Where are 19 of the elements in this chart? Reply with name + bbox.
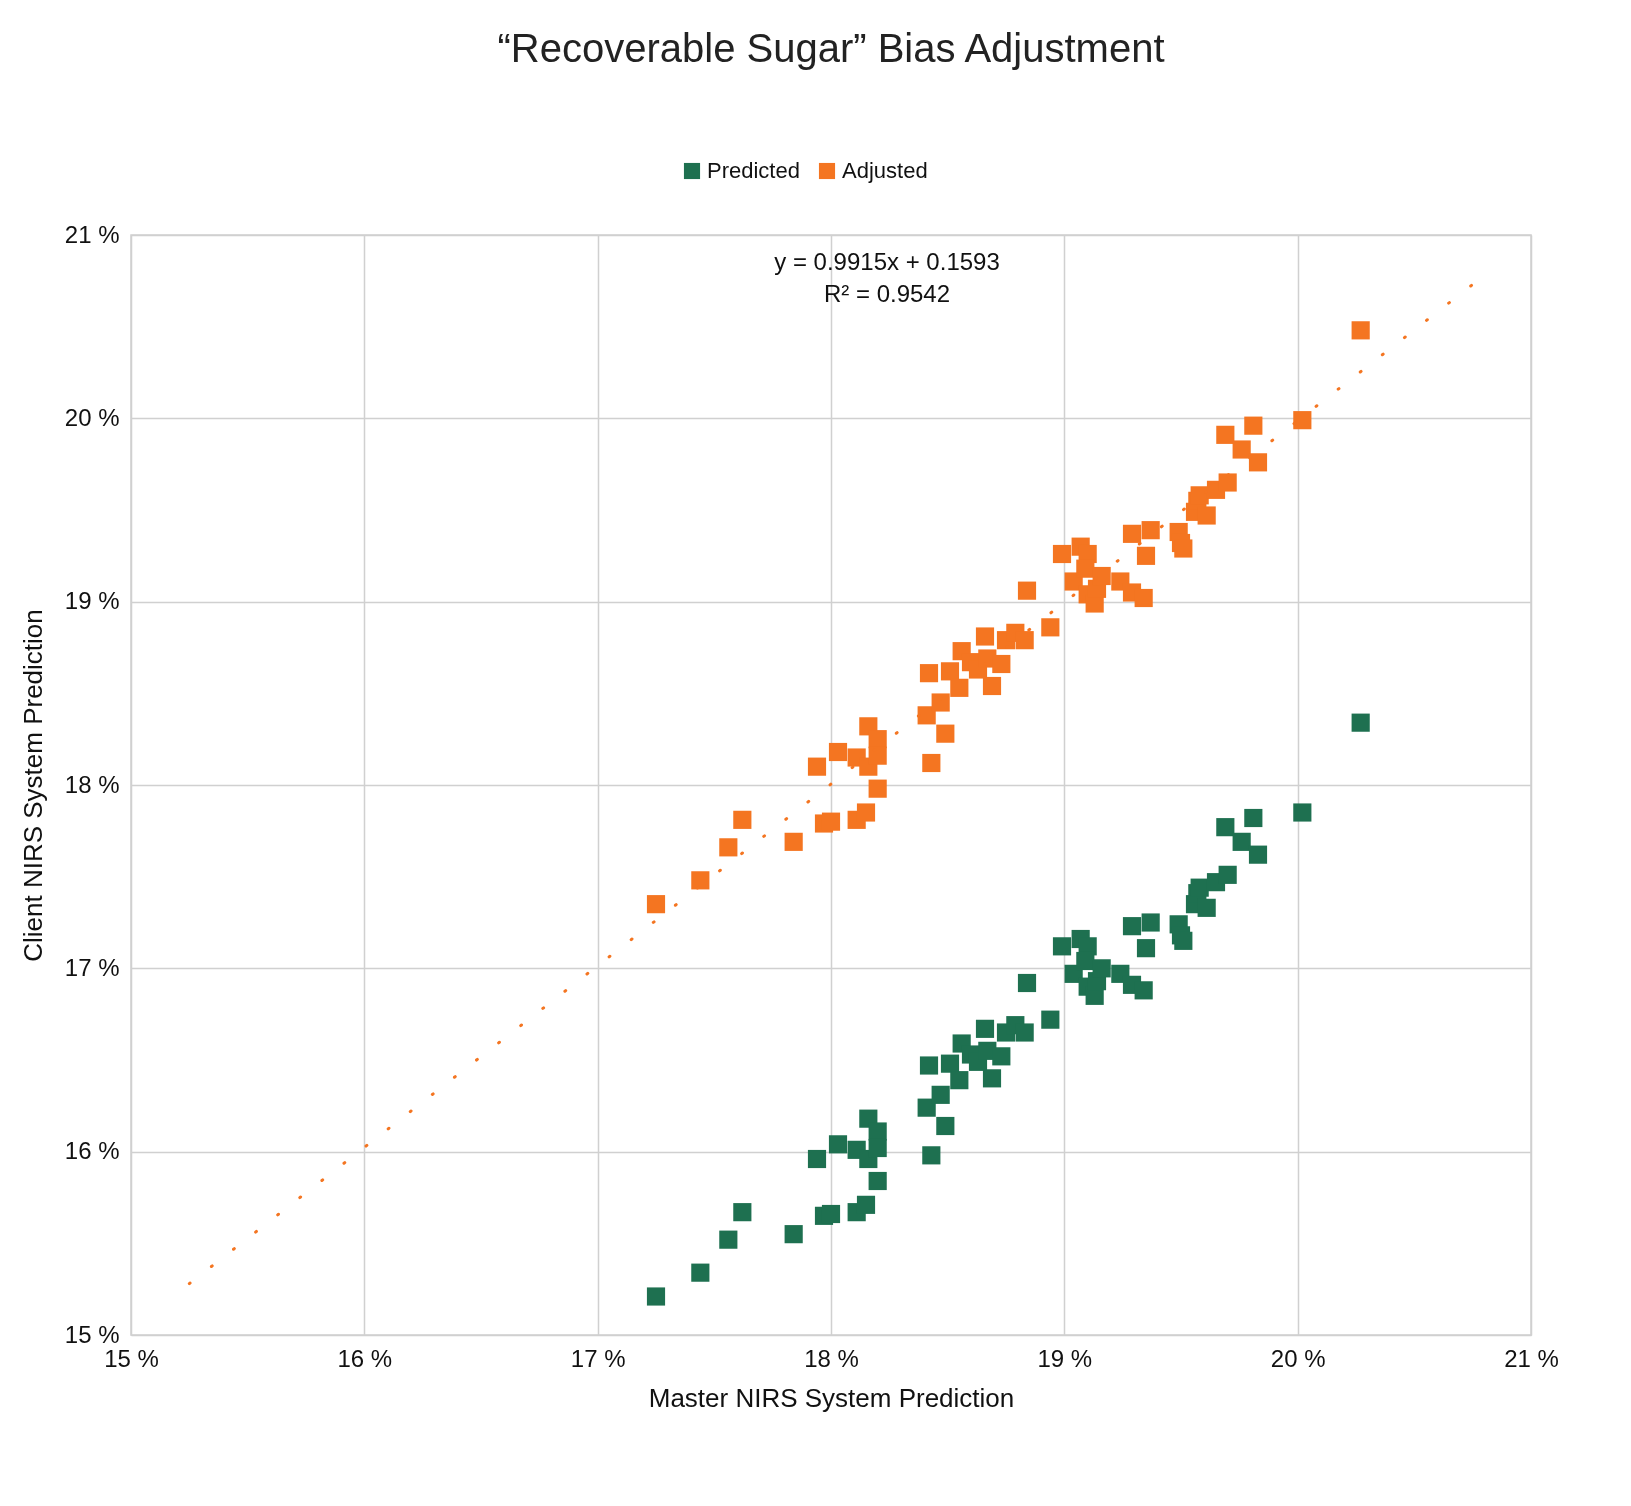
x-tick-label: 20 % [1270,1344,1326,1372]
x-tick-label: 18 % [804,1344,859,1372]
y-tick-label: 21 % [64,220,120,248]
x-tick-label: 19 % [1037,1344,1093,1372]
chart-title: “Recoverable Sugar” Bias Adjustment [497,26,1165,70]
x-tick-label: 21 % [1504,1344,1559,1372]
y-tick-label: 19 % [64,587,120,615]
y-tick-label: 17 % [64,953,120,981]
x-axis-title: Master NIRS System Prediction [648,1382,1015,1413]
legend-label: Adjusted [842,158,928,183]
x-tick-label: 17 % [570,1344,626,1372]
annotation: y = 0.9915x + 0.1593 [774,248,1000,275]
y-tick-label: 20 % [64,403,120,431]
legend-label: Predicted [707,158,800,183]
y-tick-label: 16 % [64,1137,120,1165]
x-tick-label: 16 % [337,1344,393,1372]
y-tick-label: 18 % [64,770,120,798]
y-axis-title: Client NIRS System Prediction [17,609,48,962]
annotation: R² = 0.9542 [823,280,951,307]
